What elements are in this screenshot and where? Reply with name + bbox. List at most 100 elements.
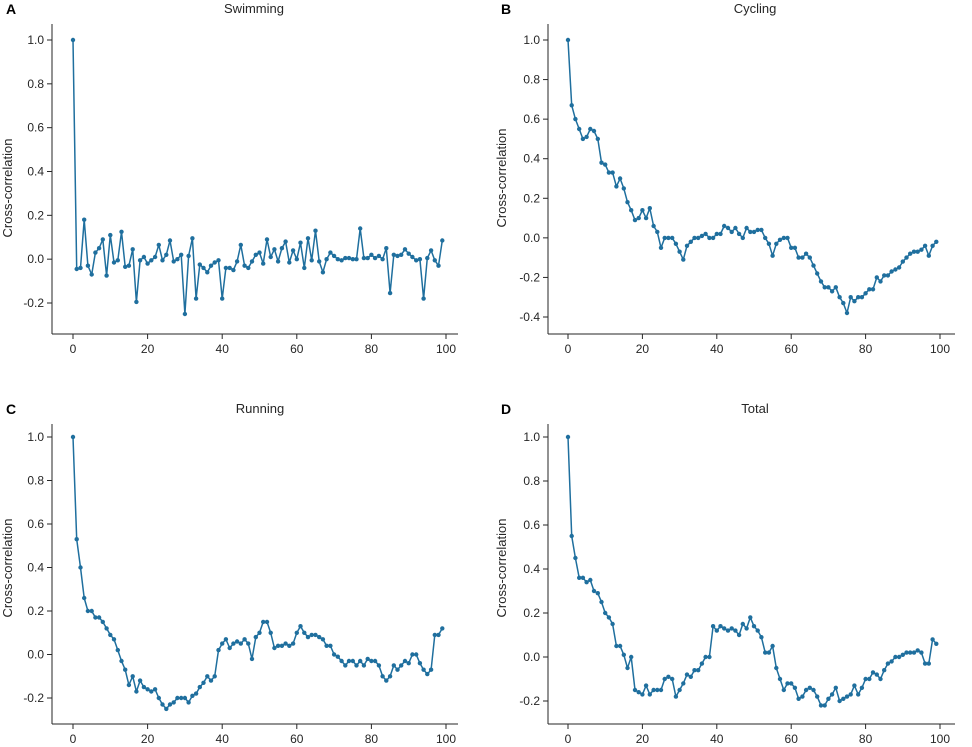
data-point <box>164 706 169 712</box>
y-tick-label: -0.2 <box>23 296 44 310</box>
data-point <box>911 650 917 655</box>
y-axis-label: Cross-correlation <box>0 519 15 618</box>
y-tick-label: 1.0 <box>523 430 540 444</box>
data-point <box>179 695 184 701</box>
y-tick-label: -0.2 <box>23 691 44 705</box>
y-tick-label: 0.4 <box>523 562 540 576</box>
data-point <box>617 643 623 649</box>
data-point <box>893 267 898 272</box>
data-point <box>766 241 772 246</box>
data-point <box>89 272 94 277</box>
data-point <box>696 668 701 673</box>
chart-title: Running <box>236 401 284 416</box>
series-line <box>567 436 937 707</box>
x-tick-label: 60 <box>290 342 304 356</box>
data-point <box>212 674 217 679</box>
data-point <box>677 249 682 254</box>
data-point <box>387 674 393 679</box>
data-point <box>647 206 652 211</box>
data-point <box>137 678 143 683</box>
data-point <box>432 632 437 638</box>
data-point <box>175 695 180 701</box>
data-point <box>856 692 861 697</box>
data-point <box>792 685 798 690</box>
data-point <box>160 702 165 707</box>
y-tick-label: 0.6 <box>523 518 540 532</box>
data-point <box>606 170 612 175</box>
data-point <box>666 235 671 241</box>
data-point <box>365 656 370 662</box>
data-point <box>673 241 679 246</box>
data-point <box>384 246 389 251</box>
data-point <box>305 236 311 241</box>
data-point <box>733 628 738 633</box>
data-point <box>636 215 641 221</box>
data-point <box>736 231 742 237</box>
data-point <box>242 637 247 642</box>
data-point <box>283 641 288 646</box>
data-point <box>755 227 760 233</box>
y-tick-label: -0.4 <box>519 310 540 324</box>
data-point <box>216 647 221 653</box>
y-tick-label: 0.0 <box>27 252 44 266</box>
panel-letter: C <box>6 401 16 417</box>
data-point <box>208 678 214 683</box>
data-point <box>175 257 180 262</box>
data-point <box>111 260 117 265</box>
data-point <box>361 255 367 261</box>
data-point <box>885 273 891 278</box>
data-point <box>789 245 794 250</box>
data-point <box>878 676 883 682</box>
data-point <box>580 575 586 580</box>
data-point <box>699 233 705 239</box>
data-point <box>227 645 232 651</box>
data-point <box>193 296 199 301</box>
data-point <box>287 643 292 648</box>
data-point <box>261 619 266 625</box>
data-point <box>331 652 337 657</box>
data-point <box>692 235 697 241</box>
data-point <box>100 619 106 625</box>
x-tick-label: 20 <box>636 342 650 356</box>
data-point <box>74 537 79 542</box>
data-point <box>677 687 682 693</box>
data-point <box>815 694 820 699</box>
data-point <box>421 296 426 301</box>
data-point <box>249 259 255 264</box>
data-point <box>126 682 132 688</box>
data-point <box>640 208 645 213</box>
data-point <box>710 624 716 629</box>
data-point <box>893 654 898 660</box>
x-tick-label: 60 <box>290 732 304 746</box>
data-point <box>792 245 798 250</box>
y-tick-label: 1.0 <box>27 33 44 47</box>
data-point <box>934 641 939 646</box>
y-tick-label: 0.2 <box>27 604 44 618</box>
data-point <box>670 676 675 682</box>
data-point <box>774 665 779 671</box>
data-point <box>707 654 712 660</box>
data-point <box>811 263 816 268</box>
data-point <box>930 637 935 642</box>
data-point <box>908 251 913 256</box>
data-point <box>565 37 571 43</box>
y-tick-label: 0.8 <box>27 77 44 91</box>
data-point <box>781 687 786 693</box>
data-point <box>428 667 434 672</box>
data-point <box>681 257 686 262</box>
data-point <box>915 648 920 653</box>
data-point <box>729 229 734 235</box>
panel-letter: B <box>501 1 511 17</box>
data-point <box>688 239 693 244</box>
data-point <box>335 654 340 659</box>
data-point <box>417 257 423 262</box>
data-point <box>317 259 322 264</box>
x-tick-label: 80 <box>365 732 379 746</box>
data-point <box>119 229 124 234</box>
data-point <box>900 652 905 657</box>
data-point <box>406 251 411 256</box>
data-point <box>324 257 329 262</box>
data-point <box>149 689 154 694</box>
data-point <box>257 630 262 635</box>
data-point <box>867 676 872 682</box>
